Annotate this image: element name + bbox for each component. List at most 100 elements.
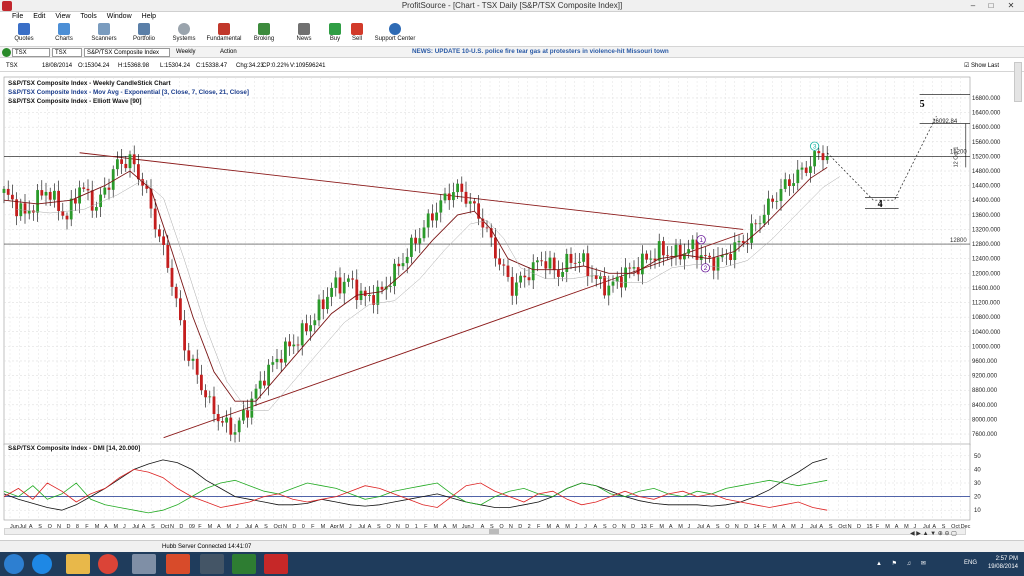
candle-body <box>624 267 627 288</box>
candle-body <box>720 254 724 258</box>
explorer-icon[interactable] <box>66 554 90 574</box>
candle-body <box>683 253 686 260</box>
menu-tools[interactable]: Tools <box>80 13 97 20</box>
fundamental-button[interactable]: Fundamental <box>204 22 244 46</box>
news-button[interactable]: News <box>284 22 324 46</box>
buy-button[interactable]: Buy <box>324 22 346 46</box>
candle-body <box>754 223 758 225</box>
show-last-checkbox[interactable]: ☑ Show Last <box>964 63 1000 69</box>
scrollbar-thumb[interactable] <box>489 529 499 534</box>
candle-body <box>368 295 371 296</box>
candle-body <box>393 263 396 287</box>
ie-icon[interactable] <box>32 554 52 574</box>
minimize-icon[interactable]: – <box>970 1 976 10</box>
price-axis-tick-label: 10000.000 <box>972 344 1001 350</box>
chrome-icon[interactable] <box>98 554 118 574</box>
candle-body <box>817 151 821 154</box>
dmi-axis-tick-label: 50 <box>974 454 981 460</box>
sell-button[interactable]: Sell <box>346 22 368 46</box>
candle-body <box>372 295 375 305</box>
candle-body <box>607 285 611 296</box>
charts-icon <box>58 23 70 35</box>
exchange-select[interactable]: TSX <box>52 48 82 57</box>
buy-icon <box>329 23 341 35</box>
scanners-button[interactable]: Scanners <box>84 22 124 46</box>
menu-window[interactable]: Window <box>106 13 132 20</box>
profitsource-taskbar-icon[interactable] <box>264 554 288 574</box>
x-axis-tick-label: J <box>584 524 587 530</box>
x-axis-tick-label: A <box>594 524 598 530</box>
support-center-button[interactable]: Support Center <box>368 22 422 46</box>
close-icon[interactable]: ✕ <box>1007 1 1015 10</box>
chart-area[interactable]: 16800.000 16400.000 16000.000 15600.000 1520… <box>0 73 1024 533</box>
link-icon[interactable] <box>2 48 11 57</box>
system-tray[interactable]: ▲ ⚑ ♫ ✉ <box>876 561 930 567</box>
x-axis-tick-label: Dec <box>961 524 971 530</box>
candle-body <box>216 414 220 422</box>
quote-change: Chg:34.23 <box>236 63 264 69</box>
taskbar: ▲ ⚑ ♫ ✉ ENG 2:57 PM 19/08/2014 <box>0 552 1024 576</box>
language-indicator[interactable]: ENG <box>964 560 978 566</box>
candle-body <box>809 166 812 173</box>
candle-body <box>573 262 577 264</box>
security-name-field[interactable]: S&P/TSX Composite Index <box>84 48 170 57</box>
start-icon[interactable] <box>4 554 24 574</box>
app-icon-b[interactable] <box>166 554 190 574</box>
x-axis-tick-label: F <box>198 524 202 530</box>
period-select[interactable]: Weekly <box>176 49 196 55</box>
maximize-icon[interactable]: □ <box>988 1 994 10</box>
price-axis-tick-label: 10400.000 <box>972 330 1001 336</box>
candle-body <box>326 296 329 310</box>
x-axis-tick-label: S <box>377 524 381 530</box>
candle-body <box>674 244 678 258</box>
scanners-icon <box>98 23 110 35</box>
x-axis-tick-label: M <box>659 524 664 530</box>
vertical-scrollbar[interactable] <box>1014 62 1022 102</box>
candle-body <box>628 267 632 269</box>
candle-body <box>90 190 94 211</box>
clock[interactable]: 2:57 PM 19/08/2014 <box>988 555 1018 571</box>
quotes-button[interactable]: Quotes <box>4 22 44 46</box>
app-icon-c[interactable] <box>200 554 224 574</box>
x-axis-tick-label: O <box>725 524 730 530</box>
candle-body <box>783 179 787 189</box>
price-axis-tick-label: 14000.000 <box>972 198 1001 204</box>
action-menu[interactable]: Action <box>220 49 237 55</box>
app-icon-a[interactable] <box>132 554 156 574</box>
menu-view[interactable]: View <box>55 13 71 20</box>
horizontal-scrollbar[interactable] <box>4 528 966 535</box>
x-axis-tick-label: O <box>612 524 617 530</box>
quote-symbol: TSX <box>6 63 18 69</box>
candle-body <box>179 298 182 321</box>
menu-help[interactable]: Help <box>141 13 157 20</box>
candle-body <box>653 258 657 261</box>
candle-body <box>334 277 338 288</box>
systems-button[interactable]: Systems <box>164 22 204 46</box>
price-axis-tick-label: 11200.000 <box>972 301 1001 307</box>
candle-body <box>767 198 770 215</box>
broking-button[interactable]: Broking <box>244 22 284 46</box>
candle-body <box>200 374 203 391</box>
candle-body <box>338 277 342 294</box>
candle-body <box>468 201 472 204</box>
menu-edit[interactable]: Edit <box>33 13 46 20</box>
candle-body <box>158 229 161 237</box>
x-axis-tick-label: Jul <box>245 524 252 530</box>
candle-body <box>825 156 829 161</box>
charts-button[interactable]: Charts <box>44 22 84 46</box>
chart-svg[interactable]: 16800.00016400.00016000.00015600.0001520… <box>0 73 1014 531</box>
menu-file[interactable]: File <box>12 13 24 20</box>
quote-change-percent: CP:0.22% <box>262 63 290 69</box>
x-axis-tick-label: M <box>321 524 326 530</box>
candle-body <box>116 159 119 170</box>
zoom-controls[interactable]: ◀ ▶ ▲ ▼ ⊕ ⊖ ▢ <box>910 531 957 537</box>
app-icon-d[interactable] <box>232 554 256 574</box>
news-ticker[interactable]: NEWS: UPDATE 10-U.S. police fire tear ga… <box>412 48 669 55</box>
symbol-input[interactable]: TSX <box>12 48 50 57</box>
portfolio-button[interactable]: Portfolio <box>124 22 164 46</box>
elliott-wave-circle <box>700 263 711 273</box>
candle-body <box>485 227 489 229</box>
candle-body <box>103 187 107 195</box>
candle-body <box>414 237 417 244</box>
candle-body <box>792 183 795 186</box>
